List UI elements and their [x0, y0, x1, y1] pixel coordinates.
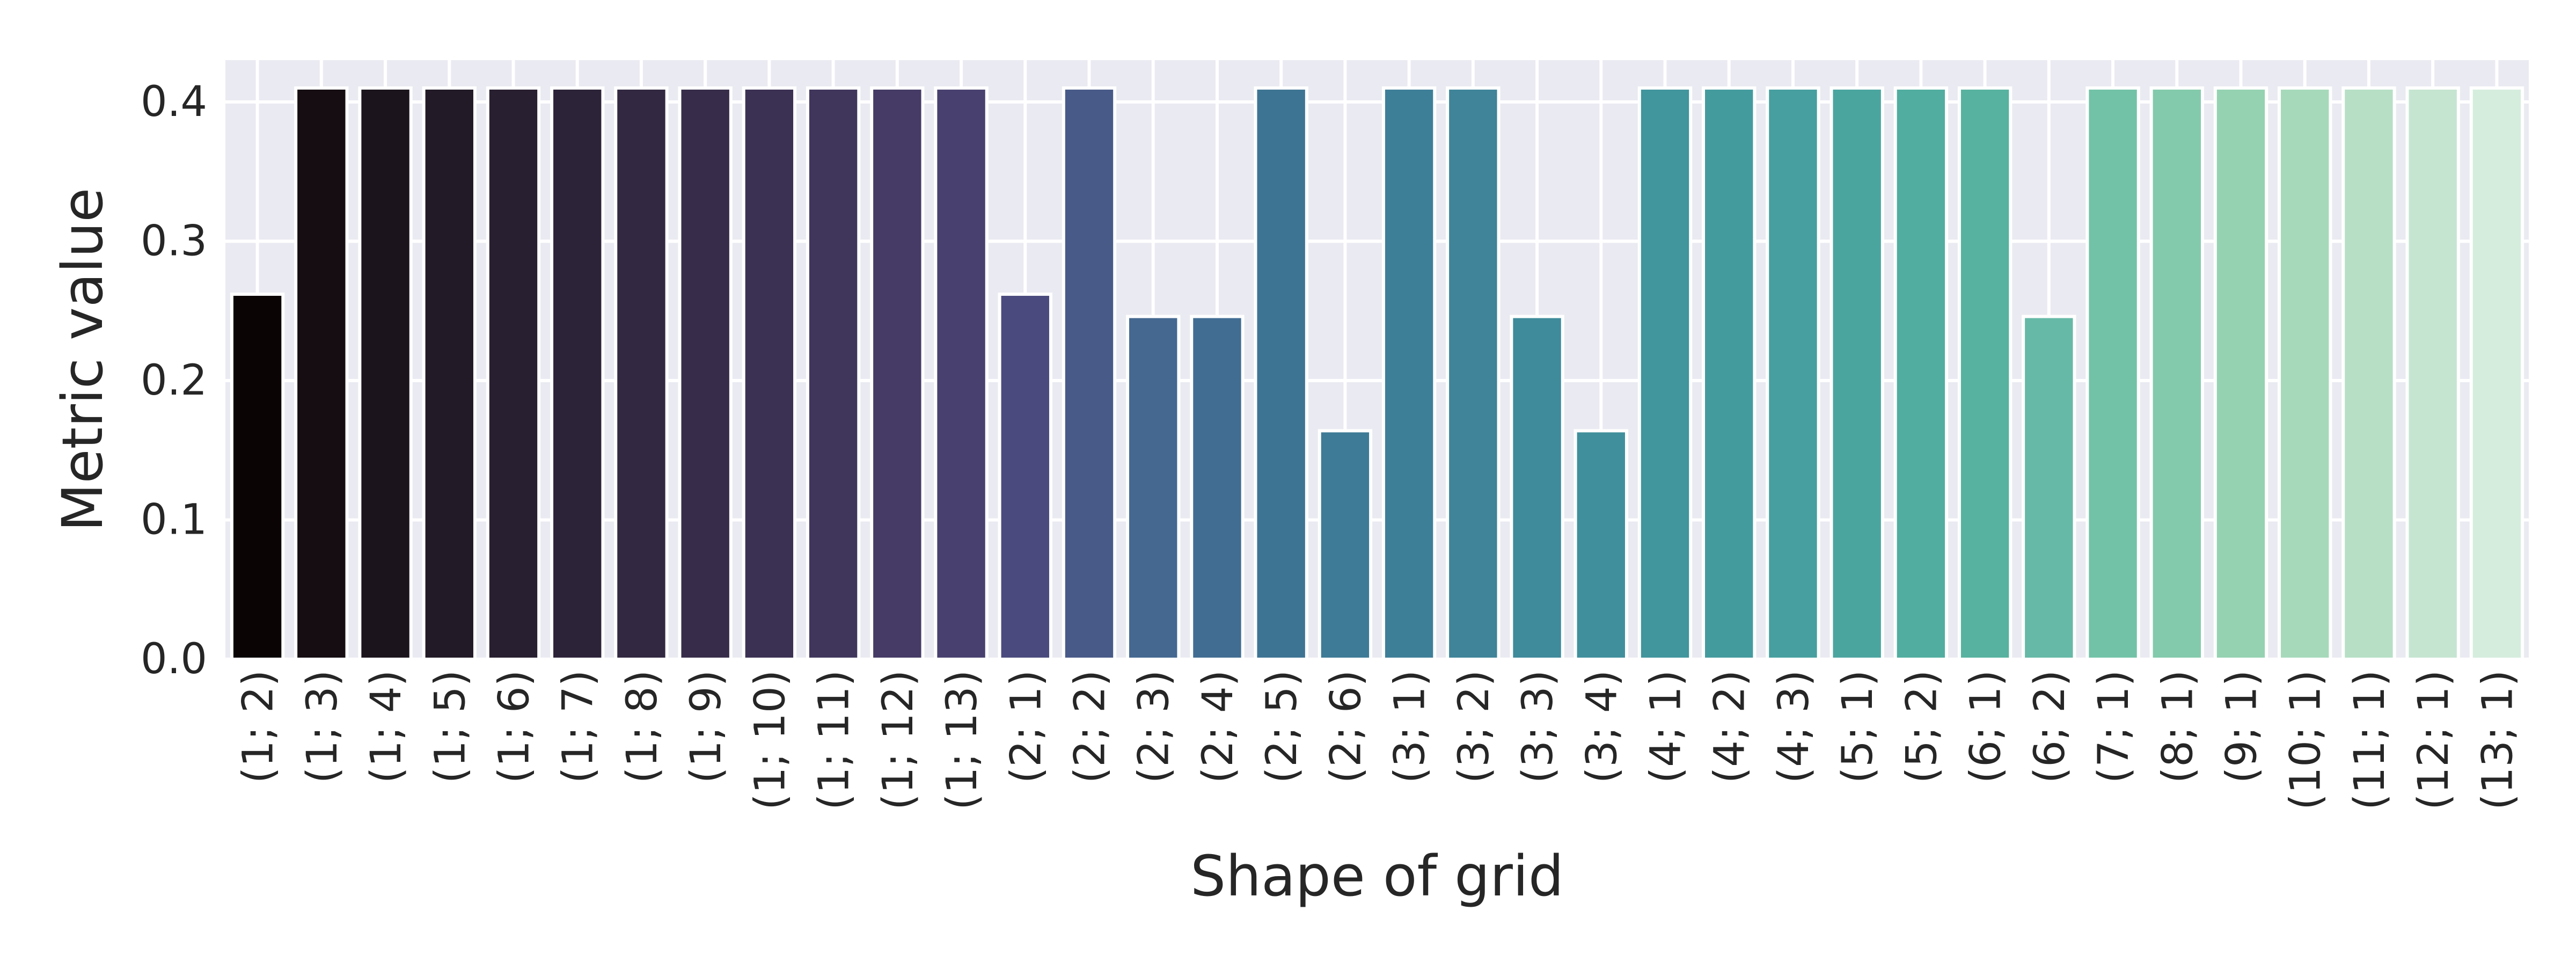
y-tick-label: 0.3: [141, 217, 207, 265]
x-tick-label: (4; 2): [1706, 670, 1754, 783]
bar: [294, 86, 349, 661]
x-tick-label: (2; 5): [1258, 670, 1306, 783]
x-tick-label: (1; 6): [491, 670, 539, 783]
x-tick-label: (1; 13): [938, 670, 986, 810]
bar: [614, 86, 669, 661]
x-tick-label: (1; 3): [298, 670, 347, 783]
x-tick-label: (6; 2): [2026, 670, 2074, 783]
x-tick-label: (3; 3): [1514, 670, 1562, 783]
bar: [806, 86, 861, 661]
x-tick-label: (7; 1): [2090, 670, 2138, 783]
y-tick-label: 0.2: [141, 356, 207, 405]
bar: [1062, 86, 1117, 661]
y-tick-label: 0.0: [141, 635, 207, 683]
x-tick-label: (1; 7): [554, 670, 603, 783]
x-tick-label: (3; 1): [1386, 670, 1435, 783]
bar: [1957, 86, 2012, 661]
plot-background: [225, 60, 2529, 659]
x-tick-label: (2; 3): [1130, 670, 1179, 783]
x-tick-label: (2; 4): [1194, 670, 1242, 783]
x-tick-label: (1; 8): [618, 670, 667, 783]
bar: [550, 86, 605, 661]
bar: [2405, 86, 2460, 661]
bars: [230, 86, 2524, 661]
bar: [1126, 315, 1181, 661]
bar: [678, 86, 733, 661]
x-tick-label: (2; 1): [1002, 670, 1050, 783]
x-tick-label: (9; 1): [2218, 670, 2266, 783]
x-tick-label: (8; 1): [2154, 670, 2202, 783]
bar: [998, 293, 1052, 661]
bar: [2085, 86, 2140, 661]
x-tick-label: (1; 9): [682, 670, 730, 783]
x-tick-label: (6; 1): [1962, 670, 2010, 783]
x-tick-label: (1; 2): [235, 670, 283, 783]
bar: [1510, 315, 1564, 661]
x-tick-label: (4; 3): [1770, 670, 1818, 783]
bar: [2213, 86, 2268, 661]
bar: [230, 293, 285, 661]
bar: [1254, 86, 1308, 661]
y-tick-labels: 0.0 0.1 0.2 0.3 0.4: [141, 78, 207, 683]
x-tick-label: (5; 2): [1898, 670, 1946, 783]
bar: [1829, 86, 1884, 661]
bar: [2341, 86, 2396, 661]
bar: [1574, 429, 1628, 661]
bar: [1381, 86, 1437, 661]
x-tick-label: (1; 5): [426, 670, 474, 783]
x-axis-title: Shape of grid: [1190, 843, 1564, 909]
x-tick-label: (5; 1): [1834, 670, 1882, 783]
bar: [358, 86, 413, 661]
bar: [1893, 86, 1949, 661]
bar: [1637, 86, 1693, 661]
bar: [1446, 86, 1501, 661]
x-tick-label: (1; 11): [810, 670, 859, 810]
bar: [2149, 86, 2204, 661]
bar: [742, 86, 797, 661]
bar: [2278, 86, 2332, 661]
bar: [1766, 86, 1820, 661]
bar: [486, 86, 541, 661]
x-tick-label: (1; 4): [362, 670, 411, 783]
x-tick-label: (13; 1): [2473, 670, 2522, 810]
bar: [1190, 315, 1245, 661]
bar: [870, 86, 925, 661]
x-tick-label: (3; 2): [1450, 670, 1498, 783]
x-tick-label: (2; 6): [1322, 670, 1370, 783]
bar: [2469, 86, 2524, 661]
bar: [934, 86, 989, 661]
x-tick-label: (2; 2): [1066, 670, 1115, 783]
y-axis-title: Metric value: [50, 188, 115, 531]
bar: [1702, 86, 1757, 661]
x-tick-label: (11; 1): [2346, 670, 2394, 810]
x-tick-label: (12; 1): [2410, 670, 2458, 810]
x-tick-label: (1; 10): [746, 670, 794, 810]
bar: [2022, 315, 2076, 661]
x-tick-label: (4; 1): [1642, 670, 1690, 783]
bar: [422, 86, 477, 661]
bar: [1318, 429, 1373, 661]
x-tick-label: (3; 4): [1578, 670, 1626, 783]
y-tick-label: 0.4: [141, 78, 207, 126]
y-tick-label: 0.1: [141, 496, 207, 544]
x-tick-labels: (1; 2) (1; 3) (1; 4) (1; 5) (1; 6) (1; 7) (1; …: [235, 670, 2522, 810]
x-tick-label: (1; 12): [874, 670, 923, 810]
x-tick-label: (10; 1): [2282, 670, 2330, 810]
